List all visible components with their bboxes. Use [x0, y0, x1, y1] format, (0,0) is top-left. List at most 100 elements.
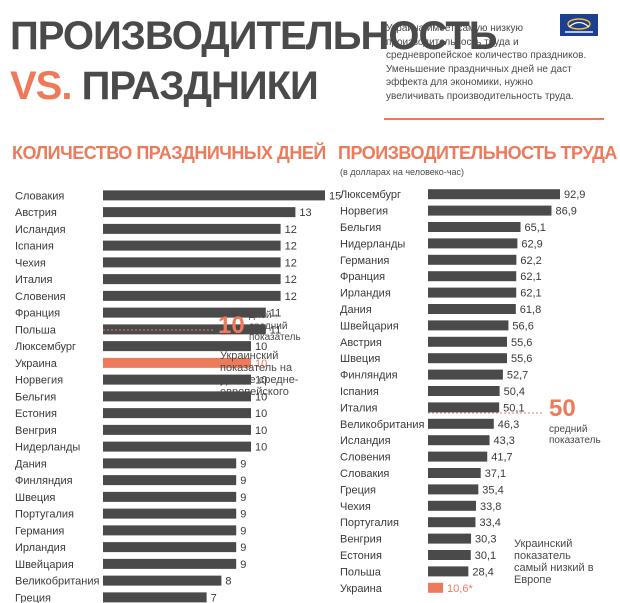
right-category-label: Украина [340, 583, 383, 595]
right-value-label: 30,1 [475, 550, 496, 562]
left-bar [103, 525, 237, 536]
right-category-label: Финляндия [340, 370, 398, 382]
right-bar [428, 271, 517, 282]
right-value-label: 86,9 [555, 206, 576, 218]
right-bar [428, 435, 490, 446]
right-bar [428, 189, 560, 200]
right-category-label: Норвегия [340, 206, 388, 218]
left-bar [103, 223, 281, 234]
brand-logo-icon [560, 14, 598, 36]
left-bar [103, 391, 251, 402]
left-value-label: 9 [240, 458, 246, 470]
right-value-label: 65,1 [524, 222, 545, 234]
right-bar [428, 369, 503, 380]
right-value-label: 33,4 [479, 517, 500, 529]
left-chart-title: КОЛИЧЕСТВО ПРАЗДНИЧНЫХ ДНЕЙ [12, 143, 326, 163]
header-divider [384, 118, 604, 120]
right-value-label: 62,1 [520, 288, 541, 300]
right-value-label: 33,8 [480, 501, 501, 513]
left-bar [103, 441, 251, 452]
right-value-label: 10,6* [447, 583, 473, 595]
right-category-label: Польша [340, 566, 382, 578]
right-category-label: Швеция [340, 353, 380, 365]
right-value-label: 62,9 [521, 238, 542, 250]
left-value-label: 12 [285, 224, 297, 236]
right-bar [428, 287, 517, 298]
left-category-label: Венгрия [15, 425, 57, 437]
right-value-label: 41,7 [491, 452, 512, 464]
right-category-label: Дания [340, 304, 372, 316]
left-value-label: 9 [240, 475, 246, 487]
right-value-label: 52,7 [507, 370, 528, 382]
right-bar [428, 517, 476, 528]
left-value-label: 10 [255, 408, 267, 420]
right-value-label: 28,4 [472, 566, 493, 578]
right-category-label: Іспания [340, 386, 379, 398]
right-category-label: Чехия [340, 501, 371, 513]
left-value-label: 12 [285, 274, 297, 286]
right-category-label: Словения [340, 452, 391, 464]
left-bar [103, 542, 237, 553]
title-line-1: ПРОИЗВОДИТЕЛЬНОСТЬ [10, 14, 498, 58]
title-holidays: ПРАЗДНИКИ [81, 64, 319, 108]
left-category-label: Нидерланды [15, 442, 80, 454]
right-chart-subtitle: (в долларах на человеко-час) [340, 167, 465, 177]
left-bar [103, 207, 296, 218]
left-value-label: 10 [255, 341, 267, 353]
intro-text: Украина имеет самую низкую производитель… [386, 23, 587, 102]
right-category-label: Швейцария [340, 320, 399, 332]
right-value-label: 55,6 [511, 337, 532, 349]
left-value-label: 8 [225, 576, 231, 588]
left-category-label: Греция [15, 592, 51, 603]
left-category-label: Украина [15, 358, 58, 370]
left-bar [103, 592, 207, 603]
right-category-label: Великобритания [340, 419, 425, 431]
right-category-label: Германия [340, 255, 389, 267]
right-bar [428, 533, 472, 544]
left-value-label: 13 [299, 207, 311, 219]
right-value-label: 61,8 [520, 304, 541, 316]
left-value-label: 10 [255, 442, 267, 454]
left-category-label: Финляндия [15, 475, 73, 487]
left-category-label: Люксембург [15, 341, 76, 353]
left-category-label: Естония [15, 408, 57, 420]
left-average-label: дней - средний показатель [249, 310, 301, 343]
right-annotation: Украинский показатель самый низкий в Евр… [514, 538, 594, 586]
right-bar [428, 582, 444, 593]
left-bar [103, 491, 237, 502]
right-category-label: Естония [340, 550, 382, 562]
left-value-label: 9 [240, 509, 246, 521]
left-value-label: 9 [240, 559, 246, 571]
right-value-label: 92,9 [564, 189, 585, 201]
right-bar [428, 320, 509, 331]
left-category-label: Великобритания [15, 576, 100, 588]
left-category-label: Исландия [15, 224, 66, 236]
right-average-value: 50 [549, 395, 576, 422]
left-bar [103, 324, 266, 335]
left-category-label: Ирландия [15, 542, 66, 554]
right-value-label: 62,1 [520, 271, 541, 283]
left-value-label: 12 [285, 291, 297, 303]
left-value-label: 10 [255, 358, 267, 370]
left-bar [103, 341, 251, 352]
right-category-label: Исландия [340, 435, 391, 447]
left-annotation: Украинский показатель на уровне средне-е… [220, 350, 299, 398]
left-value-label: 10 [255, 391, 267, 403]
right-value-label: 50,4 [504, 386, 525, 398]
left-category-label: Іспания [15, 241, 54, 253]
right-category-label: Бельгия [340, 222, 381, 234]
right-average-label: средний показатель [549, 424, 601, 446]
left-bar [103, 475, 237, 486]
left-category-label: Франция [15, 308, 60, 320]
right-value-label: 35,4 [482, 484, 503, 496]
right-value-label: 43,3 [494, 435, 515, 447]
left-value-label: 15 [329, 190, 341, 202]
left-category-label: Швеция [15, 492, 55, 504]
left-category-label: Дания [15, 458, 47, 470]
right-bar [428, 222, 521, 232]
left-bar [103, 575, 222, 586]
left-category-label: Норвегия [15, 375, 63, 387]
left-value-label: 11 [270, 324, 281, 336]
right-category-label: Люксембург [340, 189, 401, 201]
